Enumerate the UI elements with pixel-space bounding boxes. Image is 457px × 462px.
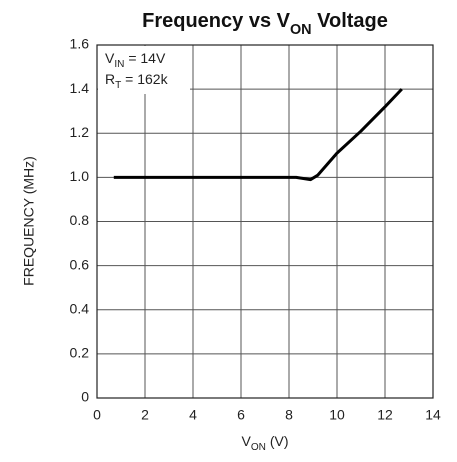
x-label-sub: ON bbox=[251, 442, 266, 453]
annotation-box bbox=[98, 46, 190, 94]
line-series bbox=[113, 88, 403, 182]
y-tick-label: 0 bbox=[81, 389, 89, 405]
x-tick-label: 12 bbox=[377, 407, 393, 423]
x-tick-label: 8 bbox=[285, 407, 293, 423]
y-tick-label: 1.4 bbox=[70, 80, 90, 96]
annotation-main: R bbox=[105, 71, 115, 87]
x-tick-label: 0 bbox=[93, 407, 101, 423]
annotation: VIN = 14V bbox=[105, 50, 166, 70]
annotation-sub: T bbox=[115, 80, 121, 91]
y-tick-label: 0.4 bbox=[70, 300, 90, 316]
annotation-sub: IN bbox=[114, 59, 124, 70]
y-axis-label: FREQUENCY (MHz) bbox=[21, 156, 37, 286]
plot-frame bbox=[96, 44, 434, 399]
title-tail: Voltage bbox=[312, 10, 388, 32]
x-axis-label: VON (V) bbox=[241, 433, 288, 453]
y-tick-label: 0.6 bbox=[70, 256, 90, 272]
chart-title: Frequency vs VON Voltage bbox=[142, 10, 388, 38]
x-tick-label: 4 bbox=[189, 407, 197, 423]
x-tick-label: 6 bbox=[237, 407, 245, 423]
annotation-tail: = 162k bbox=[121, 71, 168, 87]
x-tick-label: 2 bbox=[141, 407, 149, 423]
title-main: Frequency vs V bbox=[142, 10, 291, 32]
y-tick-label: 1.2 bbox=[70, 124, 90, 140]
x-tick-label: 14 bbox=[425, 407, 441, 423]
y-tick-label: 0.2 bbox=[70, 345, 90, 361]
x-label-main: V bbox=[241, 433, 251, 449]
annotation: RT = 162k bbox=[105, 71, 169, 91]
y-tick-label: 1.6 bbox=[70, 36, 90, 52]
y-tick-label: 1.0 bbox=[70, 168, 90, 184]
annotation-main: V bbox=[105, 50, 115, 66]
x-label-tail: (V) bbox=[266, 433, 289, 449]
x-tick-label: 10 bbox=[329, 407, 345, 423]
title-sub: ON bbox=[290, 22, 312, 38]
y-tick-label: 0.8 bbox=[70, 212, 90, 228]
annotation-tail: = 14V bbox=[124, 50, 166, 66]
